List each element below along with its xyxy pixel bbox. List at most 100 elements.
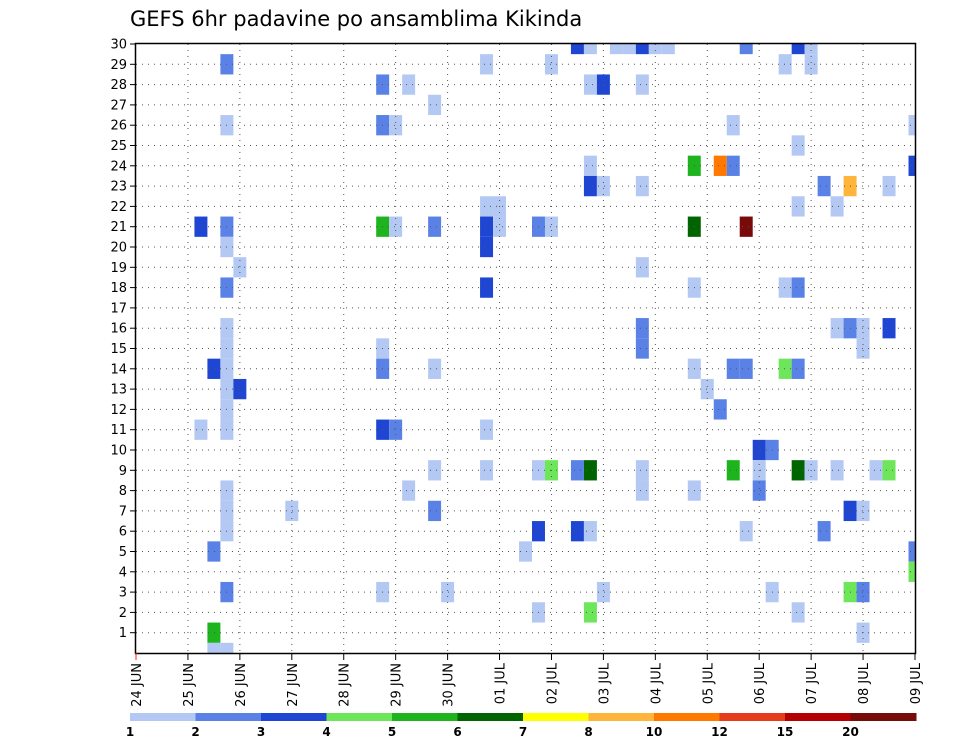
xtick-label-1: 25 JUN: [182, 663, 197, 707]
cell-23: [233, 378, 247, 400]
cell-33: [389, 216, 403, 237]
cell-103: [752, 480, 766, 501]
legend-label-3: 4: [322, 725, 330, 739]
cell-101: [752, 439, 766, 461]
cell-1: [194, 216, 208, 237]
cell-81: [635, 460, 649, 481]
cell-82: [635, 480, 649, 501]
cell-70: [596, 74, 610, 95]
cell-96: [726, 460, 740, 481]
ytick-label-10: 10: [110, 444, 127, 459]
xtick-label-11: 05 JUL: [701, 662, 716, 704]
cell-5: [207, 642, 221, 653]
cell-122: [830, 318, 844, 339]
ytick-label-12: 12: [110, 403, 127, 418]
cell-112: [791, 277, 805, 298]
ytick-label-16: 16: [110, 322, 127, 337]
legend-label-6: 7: [519, 725, 527, 739]
cell-111: [791, 196, 805, 217]
cell-75: [635, 44, 649, 55]
cell-24: [285, 500, 299, 522]
xtick-label-2: 26 JUN: [234, 663, 249, 707]
xtick-label-0: 24 JUN: [130, 663, 145, 707]
cell-66: [583, 175, 597, 197]
cell-3: [207, 541, 221, 562]
ytick-label-7: 7: [119, 504, 127, 519]
cell-64: [583, 74, 597, 95]
cell-129: [856, 338, 870, 359]
xtick-label-13: 07 JUL: [805, 662, 820, 704]
cell-131: [856, 581, 870, 603]
cell-63: [583, 44, 597, 55]
cell-40: [428, 460, 442, 481]
cell-41: [428, 500, 442, 522]
cell-51: [493, 216, 507, 237]
cell-78: [635, 257, 649, 278]
cell-46: [480, 236, 494, 258]
legend-label-9: 12: [711, 725, 728, 739]
ytick-label-14: 14: [110, 362, 127, 377]
legend-swatch-6: [523, 713, 589, 721]
cell-36: [402, 480, 416, 501]
ytick-label-9: 9: [119, 464, 127, 479]
cell-52: [519, 541, 532, 562]
cell-84: [661, 44, 675, 55]
cell-69: [583, 602, 597, 623]
cell-77: [635, 175, 649, 197]
cell-57: [544, 54, 558, 75]
legend-swatch-4: [392, 713, 458, 721]
cell-62: [570, 521, 584, 542]
xtick-label-7: 01 JUL: [494, 662, 509, 704]
ytick-label-22: 22: [110, 200, 127, 215]
cell-110: [791, 135, 805, 156]
plot-frame: [134, 42, 917, 655]
cell-65: [583, 155, 597, 176]
legend-label-4: 5: [388, 725, 396, 739]
cell-83: [648, 44, 662, 55]
ytick-label-4: 4: [119, 565, 127, 580]
ytick-label-2: 2: [119, 606, 127, 621]
ytick-label-30: 30: [110, 38, 127, 53]
ytick-label-19: 19: [110, 261, 127, 276]
legend-label-11: 20: [842, 725, 859, 739]
legend-swatch-11: [850, 713, 917, 721]
ytick-label-1: 1: [119, 626, 127, 641]
ytick-label-25: 25: [110, 139, 127, 154]
cell-95: [726, 358, 740, 379]
cell-100: [739, 521, 753, 542]
cell-43: [480, 54, 494, 75]
cell-49: [480, 460, 494, 481]
ytick-label-23: 23: [110, 180, 127, 195]
cell-107: [778, 277, 792, 298]
cell-79: [635, 318, 649, 339]
legend-label-0: 1: [126, 725, 134, 739]
ytick-label-17: 17: [110, 301, 127, 316]
cell-38: [428, 216, 442, 237]
cell-133: [869, 460, 883, 481]
cell-119: [817, 175, 831, 197]
ytick-label-11: 11: [110, 423, 127, 438]
cell-137: [908, 115, 915, 136]
cell-114: [791, 460, 805, 481]
ytick-label-26: 26: [110, 119, 127, 134]
ytick-label-15: 15: [110, 342, 127, 357]
ytick-label-24: 24: [110, 159, 127, 174]
cell-47: [480, 277, 494, 298]
x-axis-ticks: 24 JUN 25 JUN 26 JUN 27 JUN 28 JUN 29 JUN 30 J…: [130, 653, 924, 707]
cell-139: [908, 541, 915, 562]
cell-138: [908, 155, 915, 176]
cell-39: [428, 358, 442, 379]
xtick-label-14: 08 JUL: [857, 662, 872, 704]
cell-73: [609, 44, 623, 55]
cell-80: [635, 338, 649, 359]
cell-123: [830, 460, 844, 481]
cell-44: [480, 196, 494, 217]
cell-60: [570, 44, 584, 55]
cell-140: [908, 561, 915, 582]
ytick-label-20: 20: [110, 241, 127, 256]
cell-35: [402, 74, 416, 95]
cell-71: [596, 175, 610, 197]
cell-67: [583, 460, 597, 481]
cell-34: [389, 419, 403, 440]
